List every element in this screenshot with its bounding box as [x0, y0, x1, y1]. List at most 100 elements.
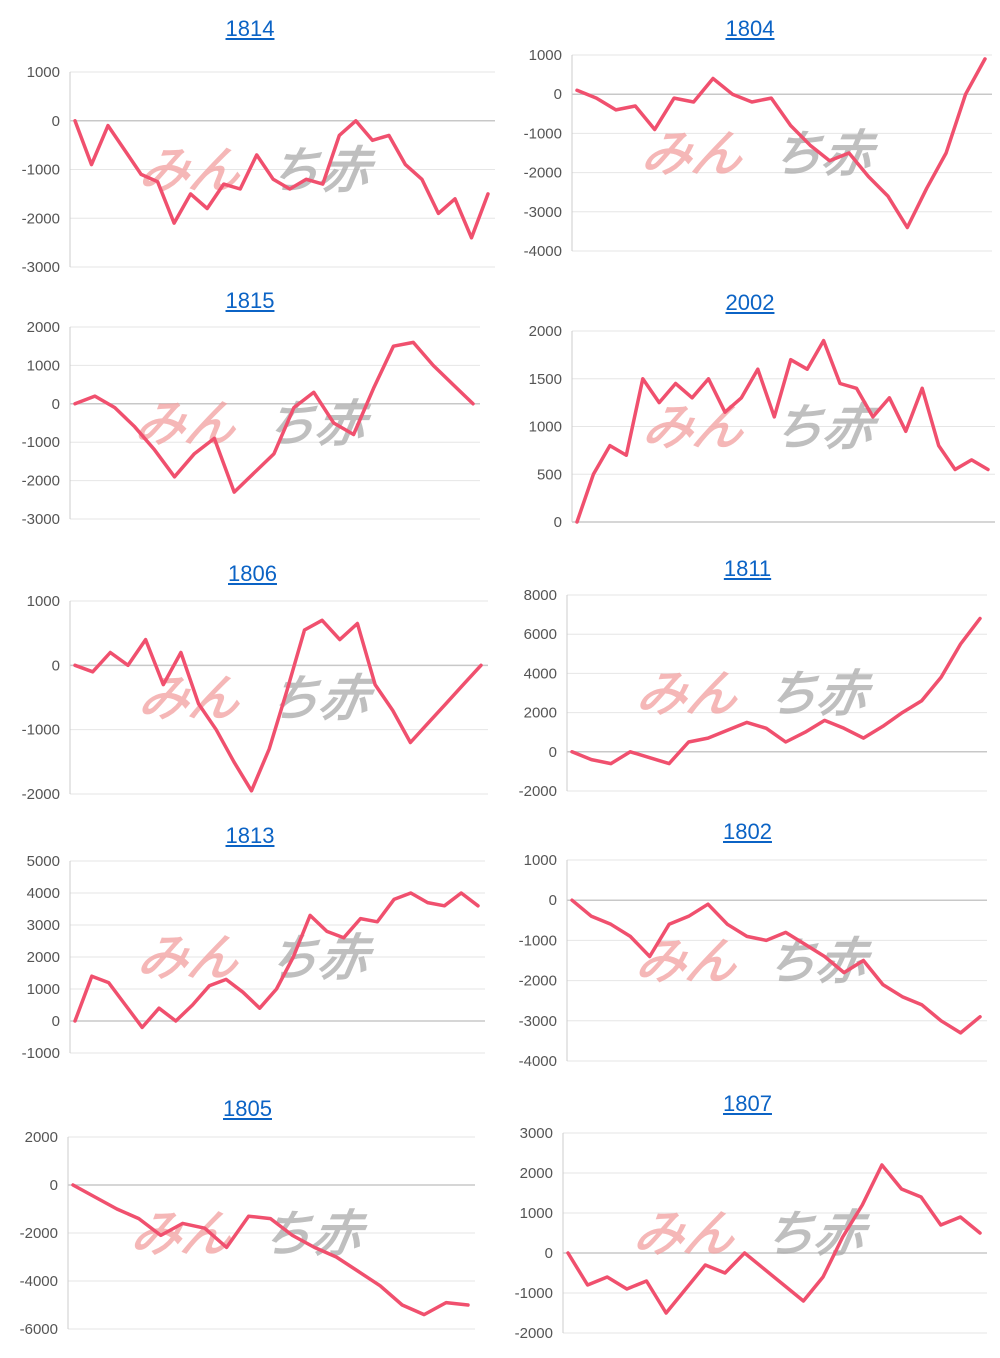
line-chart: 1000 0 -1000 -2000 みん ち赤	[22, 593, 488, 803]
line-chart: 8000 6000 4000 2000 0 -2000 みん ち赤	[519, 587, 987, 800]
watermark-text-left: みん	[134, 929, 246, 986]
y-tick-label: 1500	[529, 371, 562, 388]
y-tick-label: 1000	[529, 47, 562, 64]
watermark-text-left: みん	[127, 1205, 239, 1262]
chart-panel-1802: 1000 0 -1000 -2000 -3000 -4000 みん ち赤 1802	[495, 818, 1000, 1086]
y-tick-label: 2000	[529, 323, 562, 340]
y-tick-label: 0	[52, 396, 60, 413]
y-tick-label: 5000	[27, 853, 60, 870]
chart-title-link[interactable]: 1811	[723, 556, 772, 581]
chart-panel-1807: 3000 2000 1000 0 -1000 -2000 みん ち赤 1807	[495, 1090, 1000, 1358]
y-tick-label: 0	[52, 113, 60, 130]
chart-title-link[interactable]: 1813	[225, 823, 275, 848]
watermark-text-left: みん	[630, 1205, 742, 1262]
watermark: みん ち赤	[639, 399, 884, 456]
y-tick-label: 0	[549, 744, 557, 761]
watermark-text-right: ち赤	[265, 142, 380, 199]
y-tick-label: -1000	[519, 932, 557, 949]
y-tick-label: 4000	[27, 885, 60, 902]
y-tick-label: 1000	[524, 852, 557, 869]
chart-title-link[interactable]: 1804	[725, 16, 775, 41]
y-tick-label: -4000	[524, 243, 562, 260]
y-tick-label: 3000	[27, 917, 60, 934]
y-tick-label: -2000	[524, 165, 562, 182]
watermark: みん ち赤	[633, 665, 878, 722]
y-tick-label: -6000	[20, 1321, 58, 1338]
watermark: みん ち赤	[630, 1205, 875, 1262]
chart-panel-1811: 8000 6000 4000 2000 0 -2000 みん ち赤 1811	[495, 555, 1000, 816]
chart-panel-1806: 1000 0 -1000 -2000 みん ち赤 1806	[0, 560, 505, 819]
y-tick-label: -3000	[519, 1013, 557, 1030]
line-chart: 2000 0 -2000 -4000 -6000 みん ち赤	[20, 1129, 475, 1338]
y-tick-label: -3000	[524, 204, 562, 221]
y-tick-label: -1000	[22, 162, 60, 179]
y-tick-label: -2000	[22, 786, 60, 803]
y-tick-label: 2000	[27, 319, 60, 336]
watermark-text-right: ち赤	[762, 933, 877, 990]
y-tick-label: -3000	[22, 259, 60, 276]
y-tick-label: 500	[537, 466, 562, 483]
y-tick-label: 0	[52, 1013, 60, 1030]
y-tick-label: 3000	[520, 1125, 553, 1142]
watermark: みん ち赤	[632, 933, 877, 990]
series-line	[570, 616, 982, 766]
series-line	[71, 1183, 470, 1317]
y-tick-label: -2000	[515, 1325, 553, 1342]
y-tick-label: -2000	[22, 473, 60, 490]
y-tick-label: -4000	[519, 1053, 557, 1070]
y-tick-label: 8000	[524, 587, 557, 604]
line-chart: 1000 0 -1000 -2000 -3000 みん ち赤	[22, 64, 495, 276]
chart-panel-1814: 1000 0 -1000 -2000 -3000 みん ち赤 1814	[0, 15, 500, 292]
y-tick-label: 1000	[27, 357, 60, 374]
y-tick-label: 0	[549, 892, 557, 909]
y-tick-label: 1000	[27, 593, 60, 610]
y-tick-label: -1000	[22, 434, 60, 451]
chart-title-link[interactable]: 1814	[225, 16, 275, 41]
watermark-text-right: ち赤	[265, 670, 380, 727]
y-tick-label: 0	[545, 1245, 553, 1262]
watermark-text-left: みん	[639, 399, 751, 456]
y-tick-label: 6000	[524, 626, 557, 643]
y-tick-label: 1000	[27, 981, 60, 998]
watermark-text-right: ち赤	[257, 1205, 372, 1262]
series-line	[575, 338, 990, 524]
y-tick-label: 1000	[529, 419, 562, 436]
y-tick-label: -4000	[20, 1273, 58, 1290]
y-tick-label: 4000	[524, 665, 557, 682]
series-line	[73, 618, 483, 793]
y-tick-label: 0	[50, 1177, 58, 1194]
y-tick-label: -1000	[22, 722, 60, 739]
y-tick-label: 1000	[27, 64, 60, 81]
y-tick-label: 2000	[520, 1165, 553, 1182]
chart-title-link[interactable]: 1806	[228, 561, 277, 586]
chart-title-link[interactable]: 1815	[225, 288, 275, 313]
watermark-text-left: みん	[135, 142, 247, 199]
watermark: みん ち赤	[135, 142, 380, 199]
watermark: みん ち赤	[127, 1205, 372, 1262]
chart-title-link[interactable]: 1805	[223, 1096, 272, 1121]
y-tick-label: -3000	[22, 511, 60, 528]
y-tick-label: 2000	[524, 705, 557, 722]
watermark-text-right: ち赤	[763, 665, 878, 722]
y-tick-label: 2000	[25, 1129, 58, 1146]
watermark-text-right: ち赤	[769, 399, 884, 456]
chart-title-link[interactable]: 1807	[723, 1091, 772, 1116]
y-tick-label: 0	[554, 514, 562, 531]
y-tick-label: -2000	[519, 973, 557, 990]
line-chart: 3000 2000 1000 0 -1000 -2000 みん ち赤	[515, 1125, 987, 1342]
watermark-text-left: みん	[633, 665, 745, 722]
chart-title-link[interactable]: 1802	[723, 819, 772, 844]
chart-title-link[interactable]: 2002	[725, 290, 775, 315]
chart-panel-2002: 2000 1500 1000 500 0 みん ち赤 2002	[500, 287, 1000, 547]
y-tick-label: -2000	[22, 210, 60, 227]
series-line	[73, 119, 490, 240]
y-tick-label: -2000	[20, 1225, 58, 1242]
watermark: みん ち赤	[135, 670, 380, 727]
series-line	[575, 57, 987, 230]
y-tick-label: -1000	[22, 1045, 60, 1062]
y-tick-label: 2000	[27, 949, 60, 966]
series-line	[73, 891, 480, 1030]
